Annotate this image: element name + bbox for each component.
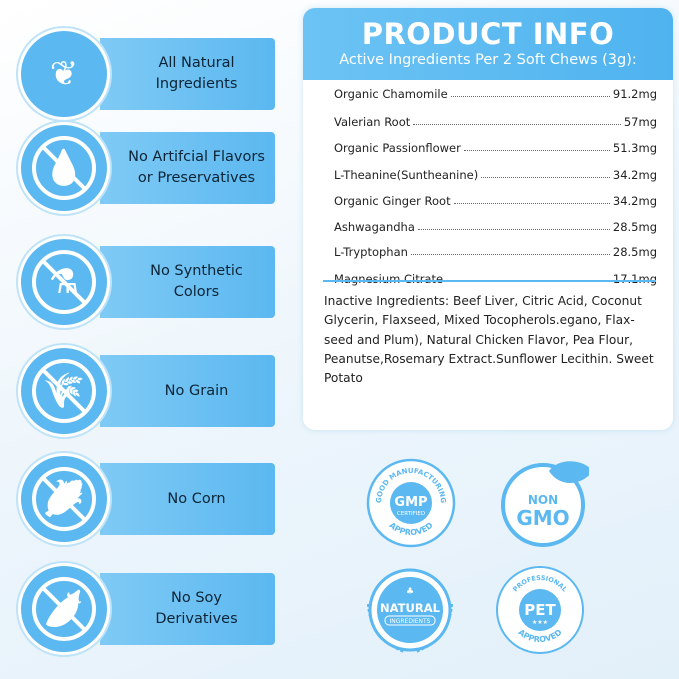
feature-label-line: No Synthetic	[150, 263, 243, 279]
feature-label-line: No Artifcial Flavors	[128, 149, 265, 165]
feature-label-box: No Soy Derivatives	[100, 573, 275, 645]
feature-label-box: No Corn	[100, 463, 275, 535]
ingredient-row: Valerian Root 57mg	[334, 115, 657, 129]
feature-label-box: No Artifcial Flavors or Preservatives	[100, 132, 275, 204]
gmp-certified-badge: GOOD MANUFACTURING APPROVED GMP CERTIFIE…	[366, 458, 456, 548]
dot-leader	[463, 150, 610, 151]
svg-text:★★★: ★★★	[532, 619, 548, 626]
product-info-header: PRODUCT INFO Active Ingredients Per 2 So…	[303, 8, 673, 80]
ingredient-amount: 57mg	[623, 115, 657, 129]
feature-label-box: No Synthetic Colors	[100, 246, 275, 318]
feature-item: No Soy Derivatives 🫛	[0, 559, 290, 659]
feature-label-line: Colors	[173, 284, 220, 300]
ingredient-name: Organic Ginger Root	[334, 194, 451, 208]
laurel-icon	[367, 603, 453, 653]
ingredient-row: L-Tryptophan 28.5mg	[334, 245, 657, 259]
feature-label-box: All Natural Ingredients	[100, 38, 275, 110]
gmp-sub-text: CERTIFIED	[397, 511, 425, 517]
ingredient-name: Valerian Root	[334, 115, 411, 129]
ingredient-amount: 34.2mg	[612, 168, 657, 182]
feature-item: All Natural Ingredients ❦	[0, 24, 290, 124]
dot-leader	[410, 254, 610, 255]
natural-sub-text: INGREDIENTS	[389, 618, 430, 625]
pet-approved-badge: PROFESSIONAL APPROVED PET ★★★	[496, 566, 584, 654]
feature-label-line: No Soy	[171, 590, 222, 606]
feature-label-line: No Corn	[167, 490, 226, 507]
ingredient-amount: 91.2mg	[612, 87, 657, 101]
dot-leader	[450, 96, 610, 97]
ingredient-name: Magnesium Citrate	[334, 272, 444, 286]
ingredient-row: Organic Passionflower 51.3mg	[334, 141, 657, 155]
pet-main-text: PET	[524, 601, 556, 619]
feature-icon-circle: 🌽	[18, 453, 110, 545]
inactive-ingredients: Inactive Ingredients: Beef Liver, Citric…	[324, 294, 654, 386]
dot-leader	[453, 203, 610, 204]
ingredient-name: L-Theanine(Suntheanine)	[334, 168, 479, 182]
nongmo-main-text: GMO	[516, 506, 569, 530]
ingredient-name: Organic Passionflower	[334, 141, 461, 155]
natural-ingredients-badge: ♣ NATURAL INGREDIENTS	[367, 568, 453, 653]
nongmo-top-text: NON	[528, 493, 558, 507]
ingredient-name: L-Tryptophan	[334, 245, 408, 259]
feature-icon-circle: ⚗	[18, 236, 110, 328]
feature-label-line: All Natural	[158, 55, 235, 71]
feature-icon-circle: 💧	[18, 122, 110, 214]
ingredient-amount: 28.5mg	[612, 220, 657, 234]
divider	[323, 280, 656, 282]
feature-icon-circle: ❦	[18, 28, 110, 120]
feature-item: No Grain 🌾	[0, 341, 290, 441]
feature-item: No Synthetic Colors ⚗	[0, 232, 290, 332]
ingredient-name: Organic Chamomile	[334, 87, 448, 101]
ingredient-row: Organic Ginger Root 34.2mg	[334, 194, 657, 208]
dot-leader	[413, 124, 621, 125]
product-info-subtitle: Active Ingredients Per 2 Soft Chews (3g)…	[339, 52, 637, 68]
feature-item: No Artifcial Flavors or Preservatives 💧	[0, 118, 290, 218]
leaves-icon: ❦	[49, 54, 79, 94]
non-gmo-badge: NON GMO	[501, 461, 589, 547]
dot-leader	[481, 177, 610, 178]
dot-leader	[417, 229, 610, 230]
ingredient-row: Organic Chamomile 91.2mg	[334, 87, 657, 101]
product-info-card: PRODUCT INFO Active Ingredients Per 2 So…	[303, 8, 673, 430]
ingredient-amount: 17.1mg	[612, 272, 657, 286]
ingredient-row: Ashwagandha 28.5mg	[334, 220, 657, 234]
gmp-main-text: GMP	[394, 495, 427, 510]
feature-label-box: No Grain	[100, 355, 275, 427]
ingredient-amount: 34.2mg	[612, 194, 657, 208]
feature-label-line: or Preservatives	[137, 170, 256, 186]
ingredient-amount: 28.5mg	[612, 245, 657, 259]
svg-text:♣: ♣	[406, 587, 414, 597]
ingredient-name: Ashwagandha	[334, 220, 415, 234]
leaf-icon	[549, 461, 589, 483]
product-info-title: PRODUCT INFO	[361, 17, 615, 51]
natural-main-text: NATURAL	[380, 601, 441, 615]
feature-icon-circle: 🌾	[18, 345, 110, 437]
feature-item: No Corn 🌽	[0, 449, 290, 549]
feature-label-line: Ingredients	[155, 76, 238, 92]
feature-icon-circle: 🫛	[18, 563, 110, 655]
ingredient-row: L-Theanine(Suntheanine) 34.2mg	[334, 168, 657, 182]
feature-label-line: Derivatives	[155, 611, 238, 627]
feature-label-line: No Grain	[164, 382, 229, 399]
ingredient-amount: 51.3mg	[612, 141, 657, 155]
ingredient-row: Magnesium Citrate 17.1mg	[334, 272, 657, 286]
